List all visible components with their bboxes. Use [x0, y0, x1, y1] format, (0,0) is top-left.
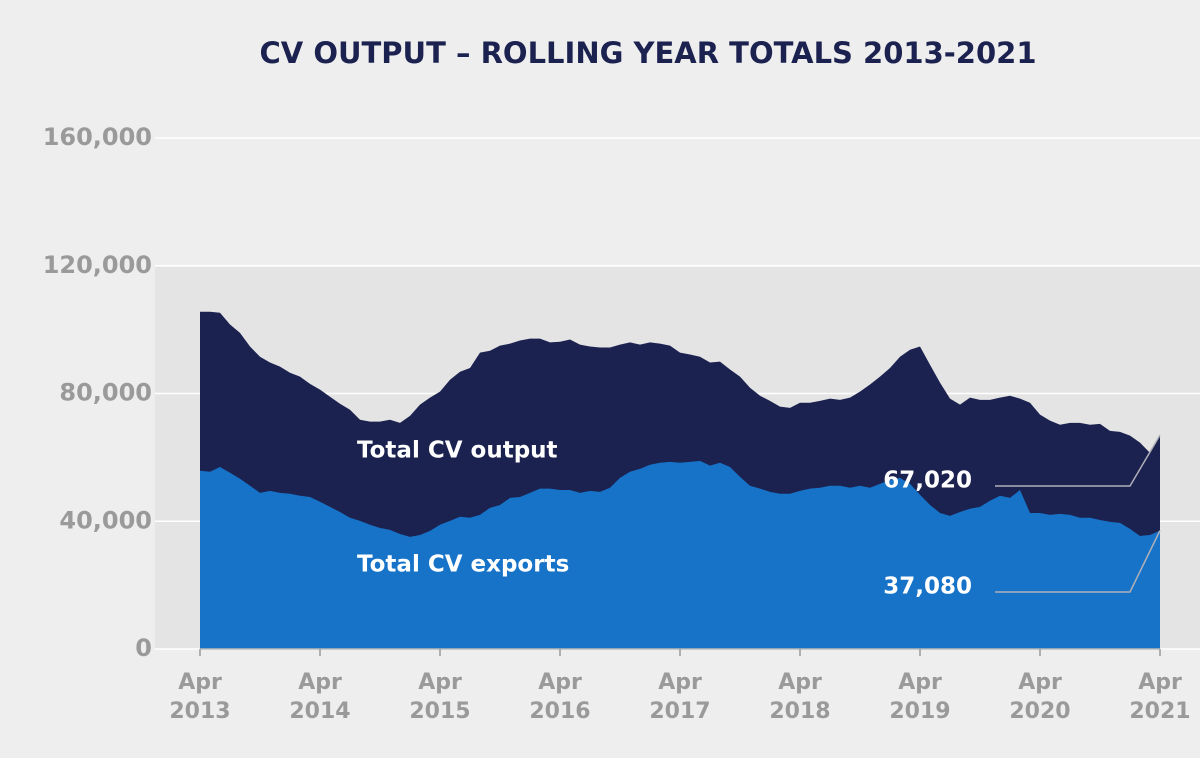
- y-tick-label: 160,000: [43, 123, 152, 151]
- series-label: Total CV output: [357, 438, 558, 464]
- value-label: 37,080: [883, 574, 972, 600]
- y-tick-label: 80,000: [59, 379, 152, 407]
- x-tick-label: Apr 2019: [889, 670, 951, 724]
- x-tick-label: Apr 2017: [649, 670, 711, 724]
- leader-line: [995, 530, 1161, 593]
- series-label: Total CV exports: [357, 552, 569, 578]
- x-tick-label: Apr 2015: [409, 670, 471, 724]
- area: [200, 460, 1160, 649]
- x-tick-label: Apr 2018: [769, 670, 831, 724]
- x-tick-label: Apr 2013: [169, 670, 231, 724]
- x-tick-label: Apr 2020: [1009, 670, 1071, 724]
- x-tick-label: Apr 2016: [529, 670, 591, 724]
- x-tick-label: Apr 2021: [1129, 670, 1191, 724]
- leader-line: [995, 434, 1161, 487]
- value-label: 67,020: [883, 468, 972, 494]
- y-tick-label: 40,000: [59, 506, 152, 534]
- y-tick-label: 0: [135, 634, 152, 662]
- x-tick-label: Apr 2014: [289, 670, 351, 724]
- chart-title: CV OUTPUT – ROLLING YEAR TOTALS 2013-202…: [260, 36, 1037, 70]
- y-tick-label: 120,000: [43, 251, 152, 279]
